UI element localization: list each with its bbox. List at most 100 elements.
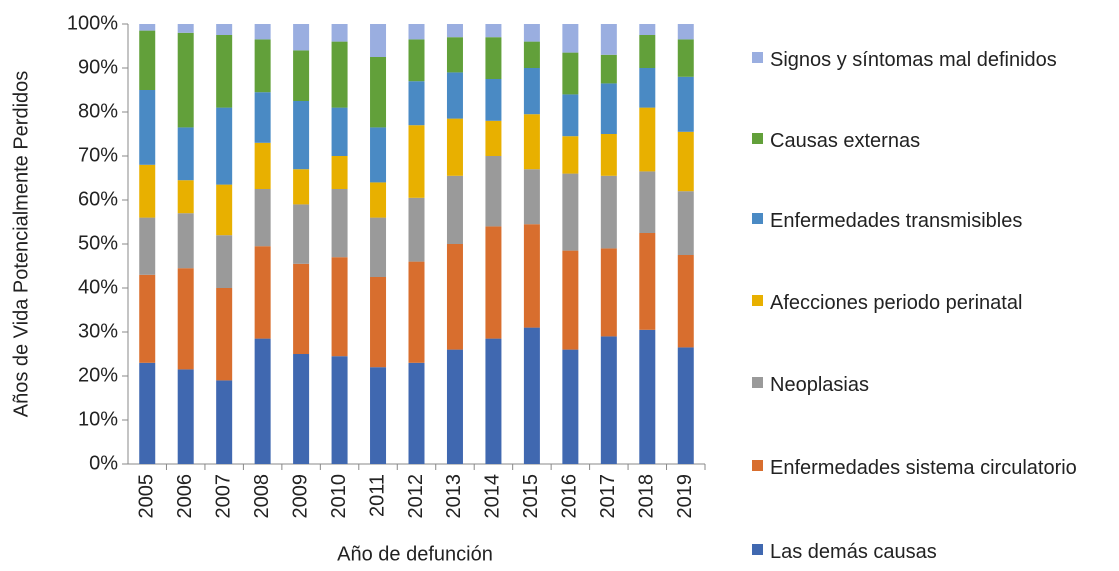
y-axis-title: Años de Vida Potencialmente Perdidos [10, 71, 32, 418]
legend-swatch [752, 544, 763, 555]
bar-segment [177, 24, 194, 33]
bar-segment [523, 169, 540, 225]
bar-segment [446, 175, 463, 244]
bar-segment [639, 68, 656, 108]
bar-segment [370, 24, 387, 57]
bar-segment [139, 274, 156, 363]
legend-swatch [752, 213, 763, 224]
bar-segment [331, 156, 348, 189]
bar-segment [639, 329, 656, 464]
x-tick-label: 2012 [405, 474, 427, 519]
bar-segment [485, 79, 502, 121]
bar-segment [562, 94, 579, 137]
bar-segment [562, 136, 579, 174]
bar-segment [331, 41, 348, 108]
bar-segment [485, 120, 502, 156]
bar-segment [254, 338, 271, 464]
y-tick-label: 30% [78, 320, 118, 342]
bar-segment [293, 24, 310, 51]
bar-segment [485, 37, 502, 79]
bar-segment [677, 24, 694, 40]
bar-segment [177, 268, 194, 370]
bar-segment [177, 32, 194, 128]
bar-segment [331, 257, 348, 357]
x-tick-label: 2011 [366, 474, 388, 517]
bar-segment [446, 244, 463, 350]
bar-segment [177, 369, 194, 464]
bar-segment [331, 189, 348, 258]
bar-segment [485, 226, 502, 339]
bar-segment [293, 263, 310, 354]
bar-segment [485, 338, 502, 464]
bar-segment [562, 173, 579, 251]
legend-item: Neoplasias [752, 371, 1115, 401]
x-tick-label: 2009 [289, 474, 311, 519]
x-tick-label: 2005 [136, 474, 158, 519]
bar-segment [639, 171, 656, 233]
y-tick-label: 80% [78, 100, 118, 122]
legend-item: Las demás causas [752, 538, 1115, 568]
bar-segment [293, 169, 310, 205]
bar-segment [446, 37, 463, 73]
bar-segment [677, 131, 694, 192]
bar-segment [370, 127, 387, 183]
legend-swatch [752, 133, 763, 144]
bar-segment [408, 24, 425, 40]
bar-segment [600, 54, 617, 84]
bar-segment [370, 57, 387, 128]
x-tick-label: 2018 [636, 474, 658, 519]
bar-segment [523, 114, 540, 170]
bar-segment [523, 327, 540, 464]
bar-segment [408, 81, 425, 126]
bar-segment [446, 24, 463, 38]
x-tick-label: 2013 [443, 474, 465, 519]
bar-segment [216, 288, 233, 381]
x-tick-label: 2017 [597, 474, 619, 519]
bar-segment [370, 277, 387, 368]
legend-swatch [752, 52, 763, 63]
bar-segment [139, 217, 156, 275]
y-tick-label: 70% [78, 144, 118, 166]
bar-segment [293, 101, 310, 170]
bar-segment [600, 24, 617, 55]
bar-segment [600, 248, 617, 337]
bar-segment [485, 24, 502, 38]
bar-segment [177, 213, 194, 269]
bar-segment [331, 107, 348, 156]
bar-segment [446, 349, 463, 464]
bar-segment [370, 217, 387, 277]
bar-segment [562, 250, 579, 350]
legend-item: Enfermedades sistema circulatorio [752, 454, 1115, 484]
bar-segment [216, 380, 233, 464]
bar-segment [639, 233, 656, 330]
y-tick-label: 90% [78, 56, 118, 78]
bar-segment [677, 76, 694, 132]
bar-segment [139, 30, 156, 91]
bar-segment [139, 90, 156, 165]
bar-segment [600, 134, 617, 176]
bar-segment [216, 35, 233, 108]
y-tick-label: 20% [78, 364, 118, 386]
y-tick-label: 40% [78, 276, 118, 298]
legend-item: Causas externas [752, 127, 1115, 157]
legend-label: Causas externas [770, 130, 921, 152]
y-tick-label: 100% [67, 12, 118, 34]
x-tick-label: 2006 [174, 474, 196, 519]
bar-segment [600, 336, 617, 464]
bar-segment [639, 24, 656, 35]
bar-segment [408, 125, 425, 198]
bar-segment [408, 197, 425, 262]
bar-segment [677, 255, 694, 348]
bar-segment [216, 24, 233, 35]
bar-segment [139, 24, 156, 31]
bar-segment [562, 24, 579, 53]
bar-segment [139, 362, 156, 464]
legend-label: Enfermedades sistema circulatorio [770, 457, 1077, 479]
bar-segment [562, 349, 579, 464]
y-tick-label: 60% [78, 188, 118, 210]
y-tick-label: 10% [78, 408, 118, 430]
x-tick-label: 2010 [328, 474, 350, 519]
x-tick-label: 2014 [482, 474, 504, 518]
bar-segment [254, 246, 271, 339]
